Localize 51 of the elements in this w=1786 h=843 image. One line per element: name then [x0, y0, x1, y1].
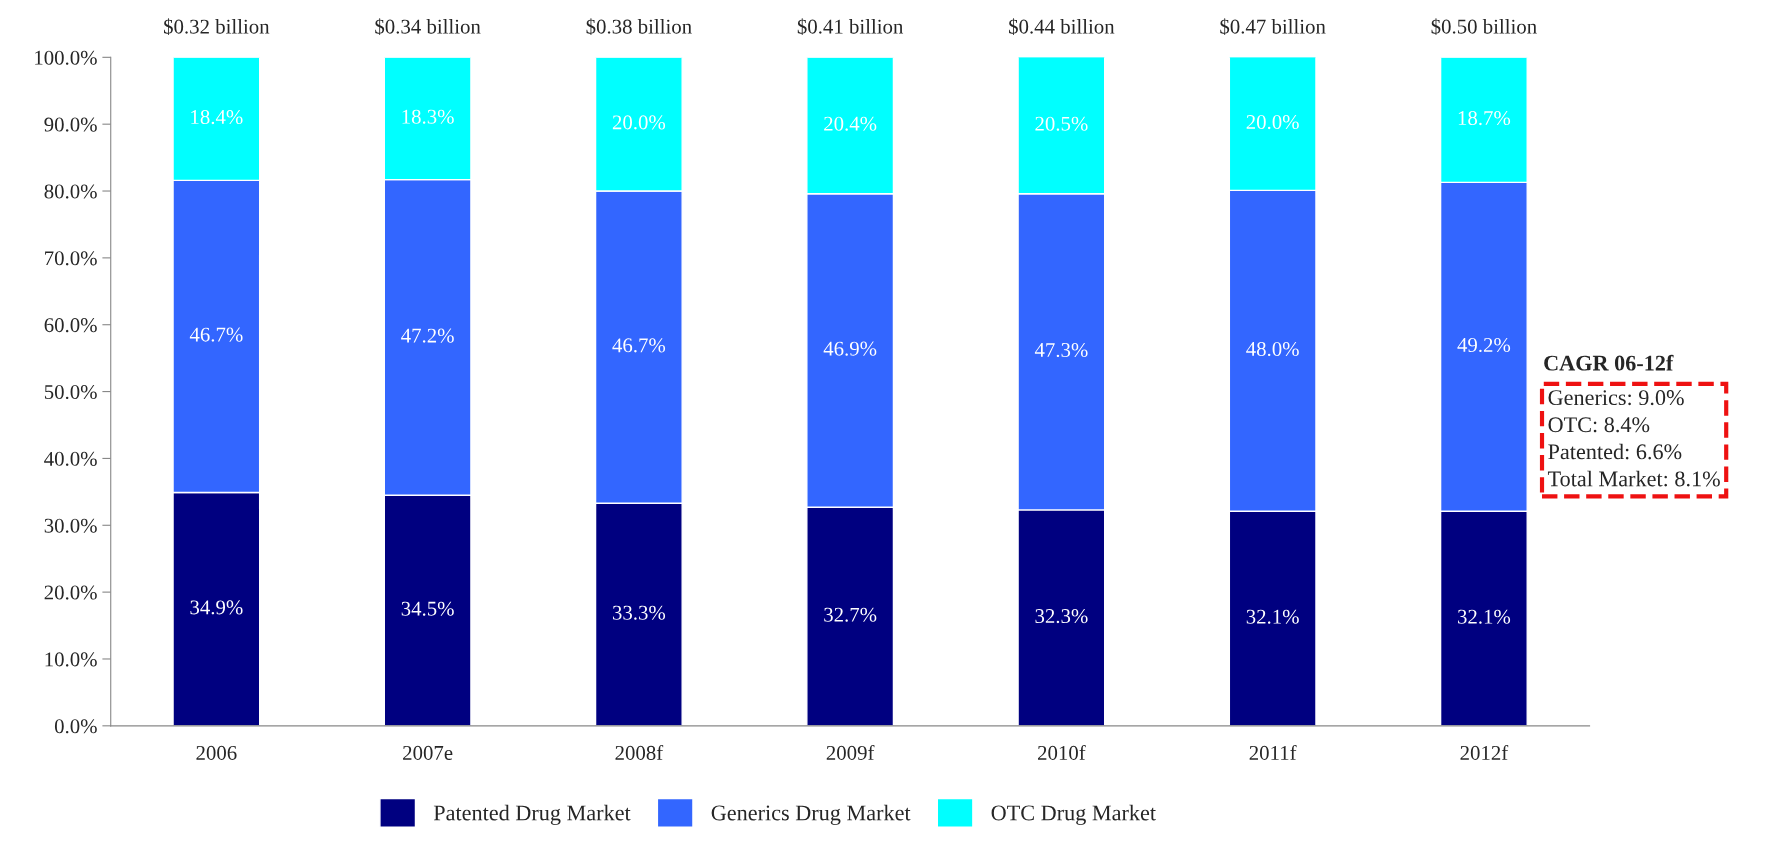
annotation: $0.38 billion: [586, 18, 692, 36]
legend-label: Generics Drug Market: [711, 804, 911, 826]
x-tick-label: 2008f: [615, 745, 664, 760]
data-label: 48.0%: [1246, 341, 1299, 357]
data-label: 46.7%: [612, 338, 666, 353]
data-label: 32.1%: [1458, 609, 1511, 624]
data-label: 46.9%: [823, 341, 877, 356]
annotation: $0.47 billion: [1220, 18, 1326, 36]
x-tick-label: 2009f: [826, 745, 875, 760]
data-label: 49.2%: [1457, 337, 1511, 353]
data-label: 47.2%: [401, 328, 454, 343]
data-label: 46.7%: [189, 327, 243, 342]
annotation: $0.50 billion: [1431, 18, 1537, 36]
data-label: 18.4%: [191, 109, 243, 125]
data-label: 47.3%: [1034, 342, 1088, 358]
legend-label: Patented Drug Market: [433, 804, 631, 826]
y-tick-label: 50.0%: [44, 384, 97, 400]
x-tick-label: 2012f: [1460, 745, 1509, 760]
data-label: 32.1%: [1246, 609, 1299, 624]
x-tick-label: 2011f: [1249, 745, 1297, 760]
data-label: 34.9%: [190, 600, 243, 615]
data-label: 33.3%: [612, 605, 666, 620]
data-label: 18.7%: [1458, 110, 1511, 126]
y-tick-label: 20.0%: [44, 585, 97, 600]
y-tick-label: 90.0%: [44, 117, 97, 132]
annotation: $0.32 billion: [164, 18, 270, 36]
y-tick-label: 80.0%: [44, 184, 97, 199]
y-tick-label: 60.0%: [44, 318, 97, 333]
data-label: 20.4%: [824, 116, 877, 131]
y-tick-label: 100.0%: [35, 50, 97, 65]
legend-label: OTC Drug Market: [991, 804, 1156, 826]
x-tick-label: 2007e: [403, 745, 453, 760]
y-tick-label: 40.0%: [44, 451, 97, 466]
x-tick-label: 2006: [196, 745, 237, 760]
data-label: 32.7%: [824, 607, 877, 622]
data-label: 32.3%: [1035, 609, 1088, 624]
data-label: 18.3%: [402, 109, 454, 124]
data-label: 20.0%: [1246, 115, 1299, 130]
x-tick-label: 2010f: [1038, 745, 1086, 760]
annotation: $0.41 billion: [797, 18, 904, 36]
y-tick-label: 70.0%: [45, 251, 97, 266]
annotation: Generics: 9.0% OTC: 8.4% Patented: 6.6% Total Market: 8.1%: [1547, 390, 1720, 487]
annotation: $0.44 billion: [1009, 18, 1115, 36]
y-tick-label: 10.0%: [45, 652, 97, 667]
data-label: 34.5%: [401, 601, 454, 616]
annotation: $0.34 billion: [375, 18, 481, 36]
y-tick-label: 30.0%: [44, 518, 97, 533]
y-tick-label: 0.0%: [54, 719, 97, 734]
data-label: 20.5%: [1035, 116, 1088, 131]
data-label: 20.0%: [612, 115, 666, 130]
annotation: CAGR 06-12f: [1544, 354, 1674, 371]
